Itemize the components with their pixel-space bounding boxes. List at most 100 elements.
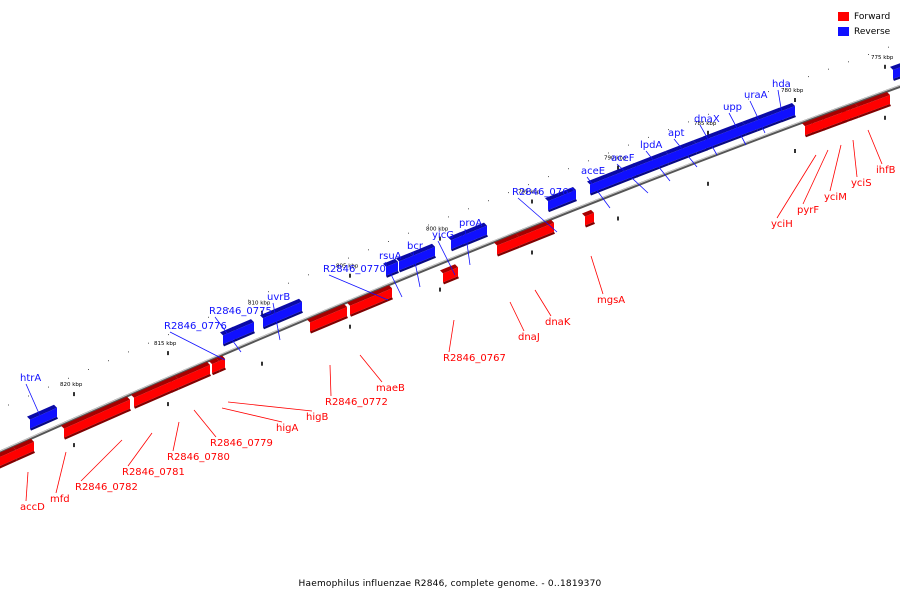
tick-mark-lower xyxy=(794,149,796,153)
gene-label-pyrF[interactable]: pyrF xyxy=(797,205,819,216)
guide-dot xyxy=(448,216,449,218)
gene-block-ihfB[interactable] xyxy=(855,92,891,118)
tick-mark xyxy=(73,392,75,397)
gene-label-R2846_0772[interactable]: R2846_0772 xyxy=(325,397,388,408)
gene-label-higA[interactable]: higA xyxy=(276,423,298,434)
gene-label-accD[interactable]: accD xyxy=(20,502,45,513)
guide-dot xyxy=(628,144,629,146)
gene-block-apt[interactable] xyxy=(693,136,708,155)
gene-label-lpdA[interactable]: lpdA xyxy=(640,140,662,151)
gene-block-higA[interactable] xyxy=(209,358,220,376)
gene-block-pyrF[interactable] xyxy=(809,116,825,135)
gene-label-yicG[interactable]: yicG xyxy=(432,230,454,241)
gene-label-dnaX[interactable]: dnaX xyxy=(694,114,720,125)
gene-label-rsuA[interactable]: rsuA xyxy=(379,251,402,262)
leader-line xyxy=(867,129,883,165)
gene-label-R2846_0770[interactable]: R2846_0770 xyxy=(323,264,386,275)
gene-label-ihfB[interactable]: ihfB xyxy=(876,165,896,176)
gene-block-higB[interactable] xyxy=(216,355,226,373)
gene-label-maeB[interactable]: maeB xyxy=(376,383,405,394)
gene-block-upp[interactable] xyxy=(742,117,758,136)
gene-block-R2846_0779[interactable] xyxy=(175,361,211,390)
leader-line xyxy=(776,154,817,219)
gene-label-hda[interactable]: hda xyxy=(772,79,791,90)
genome-backbone xyxy=(0,84,900,454)
leader-line xyxy=(534,289,552,317)
tick-mark-lower xyxy=(707,181,709,186)
guide-dot xyxy=(228,308,229,310)
gene-label-uraA[interactable]: uraA xyxy=(744,90,768,101)
gene-label-R2846_0775[interactable]: R2846_0775 xyxy=(209,306,272,317)
gene-label-yciM[interactable]: yciM xyxy=(824,192,847,203)
gene-label-mgsA[interactable]: mgsA xyxy=(597,295,625,306)
gene-label-uvrB[interactable]: uvrB xyxy=(267,292,290,303)
tick-label: 785 kbp xyxy=(694,121,717,127)
leader-line xyxy=(193,409,217,438)
gene-block-yciH[interactable] xyxy=(802,120,814,138)
tick-mark-lower xyxy=(439,287,441,292)
gene-block-rsuA[interactable] xyxy=(396,252,414,273)
gene-block-hda[interactable] xyxy=(778,103,796,123)
gene-block-R2846_0781[interactable] xyxy=(131,378,173,409)
gene-label-apt[interactable]: apt xyxy=(668,128,684,139)
gene-block-dnaX[interactable] xyxy=(703,121,746,151)
gene-block-dnaJ[interactable] xyxy=(494,233,520,257)
gene-label-higB[interactable]: higB xyxy=(306,412,328,423)
leader-line xyxy=(221,407,283,423)
legend-reverse-label: Reverse xyxy=(854,26,891,37)
gene-label-htrA[interactable]: htrA xyxy=(20,373,41,384)
gene-label-mfd[interactable]: mfd xyxy=(50,494,70,505)
gene-label-upp[interactable]: upp xyxy=(723,102,742,113)
gene-label-R2846_0781[interactable]: R2846_0781 xyxy=(122,467,185,478)
gene-label-R2846_0776[interactable]: R2846_0776 xyxy=(164,321,227,332)
gene-block-R2846_0762[interactable] xyxy=(545,187,577,213)
gene-block-bcr[interactable] xyxy=(410,243,436,267)
guide-dot xyxy=(508,192,509,194)
gene-label-dnaK[interactable]: dnaK xyxy=(545,317,571,328)
gene-block-aceF[interactable] xyxy=(633,151,669,178)
leader-line xyxy=(359,354,383,383)
gene-block-R2846_0767[interactable] xyxy=(440,264,459,285)
gene-label-yciH[interactable]: yciH xyxy=(771,219,793,230)
gene-label-R2846_0779[interactable]: R2846_0779 xyxy=(210,438,273,449)
gene-block-mgsA[interactable] xyxy=(582,209,595,228)
leader-line xyxy=(448,319,455,353)
gene-label-aceE[interactable]: aceE xyxy=(581,166,605,177)
gene-block-uvrB[interactable] xyxy=(260,298,303,330)
guide-dot xyxy=(808,76,809,78)
gene-block-R2846_0772[interactable] xyxy=(307,304,348,334)
gene-block-R2846_0782[interactable] xyxy=(61,396,131,440)
gene-label-R2846_0782[interactable]: R2846_0782 xyxy=(75,482,138,493)
gene-label-yciS[interactable]: yciS xyxy=(851,178,872,189)
gene-label-R2846_0762[interactable]: R2846_0762 xyxy=(512,187,575,198)
tick-label: 780 kbp xyxy=(781,88,804,94)
leader-line xyxy=(699,124,718,156)
gene-block-uraA[interactable] xyxy=(754,107,783,132)
gene-label-dnaJ[interactable]: dnaJ xyxy=(518,332,540,343)
gene-block-ihfB-[interactable] xyxy=(890,63,900,81)
leader-line xyxy=(412,251,421,288)
gene-block-aceE[interactable] xyxy=(587,163,638,196)
leader-line xyxy=(169,331,226,361)
gene-label-proA[interactable]: proA xyxy=(459,218,482,229)
gene-block-R2846_0775[interactable] xyxy=(232,319,255,342)
gene-block-yicG[interactable] xyxy=(448,232,464,252)
gene-block-maeB[interactable] xyxy=(347,285,393,317)
gene-block-mfd[interactable] xyxy=(13,438,35,461)
guide-dot xyxy=(188,325,189,327)
guide-dot xyxy=(728,106,729,108)
guide-dot xyxy=(868,54,869,55)
gene-label-aceF[interactable]: aceF xyxy=(611,153,635,164)
gene-label-R2846_0780[interactable]: R2846_0780 xyxy=(167,452,230,463)
tick-mark xyxy=(617,165,619,170)
gene-block-dnaK[interactable] xyxy=(516,219,555,248)
gene-label-R2846_0767[interactable]: R2846_0767 xyxy=(443,353,506,364)
gene-block-proA[interactable] xyxy=(459,222,488,247)
genome-backbone-highlight xyxy=(0,84,900,452)
gene-block-htrA[interactable] xyxy=(27,404,58,431)
gene-block-yciM[interactable] xyxy=(820,108,847,131)
gene-block-accD[interactable] xyxy=(0,446,17,470)
guide-dot xyxy=(468,208,469,210)
tick-mark-lower xyxy=(349,324,351,329)
gene-label-bcr[interactable]: bcr xyxy=(407,241,424,252)
